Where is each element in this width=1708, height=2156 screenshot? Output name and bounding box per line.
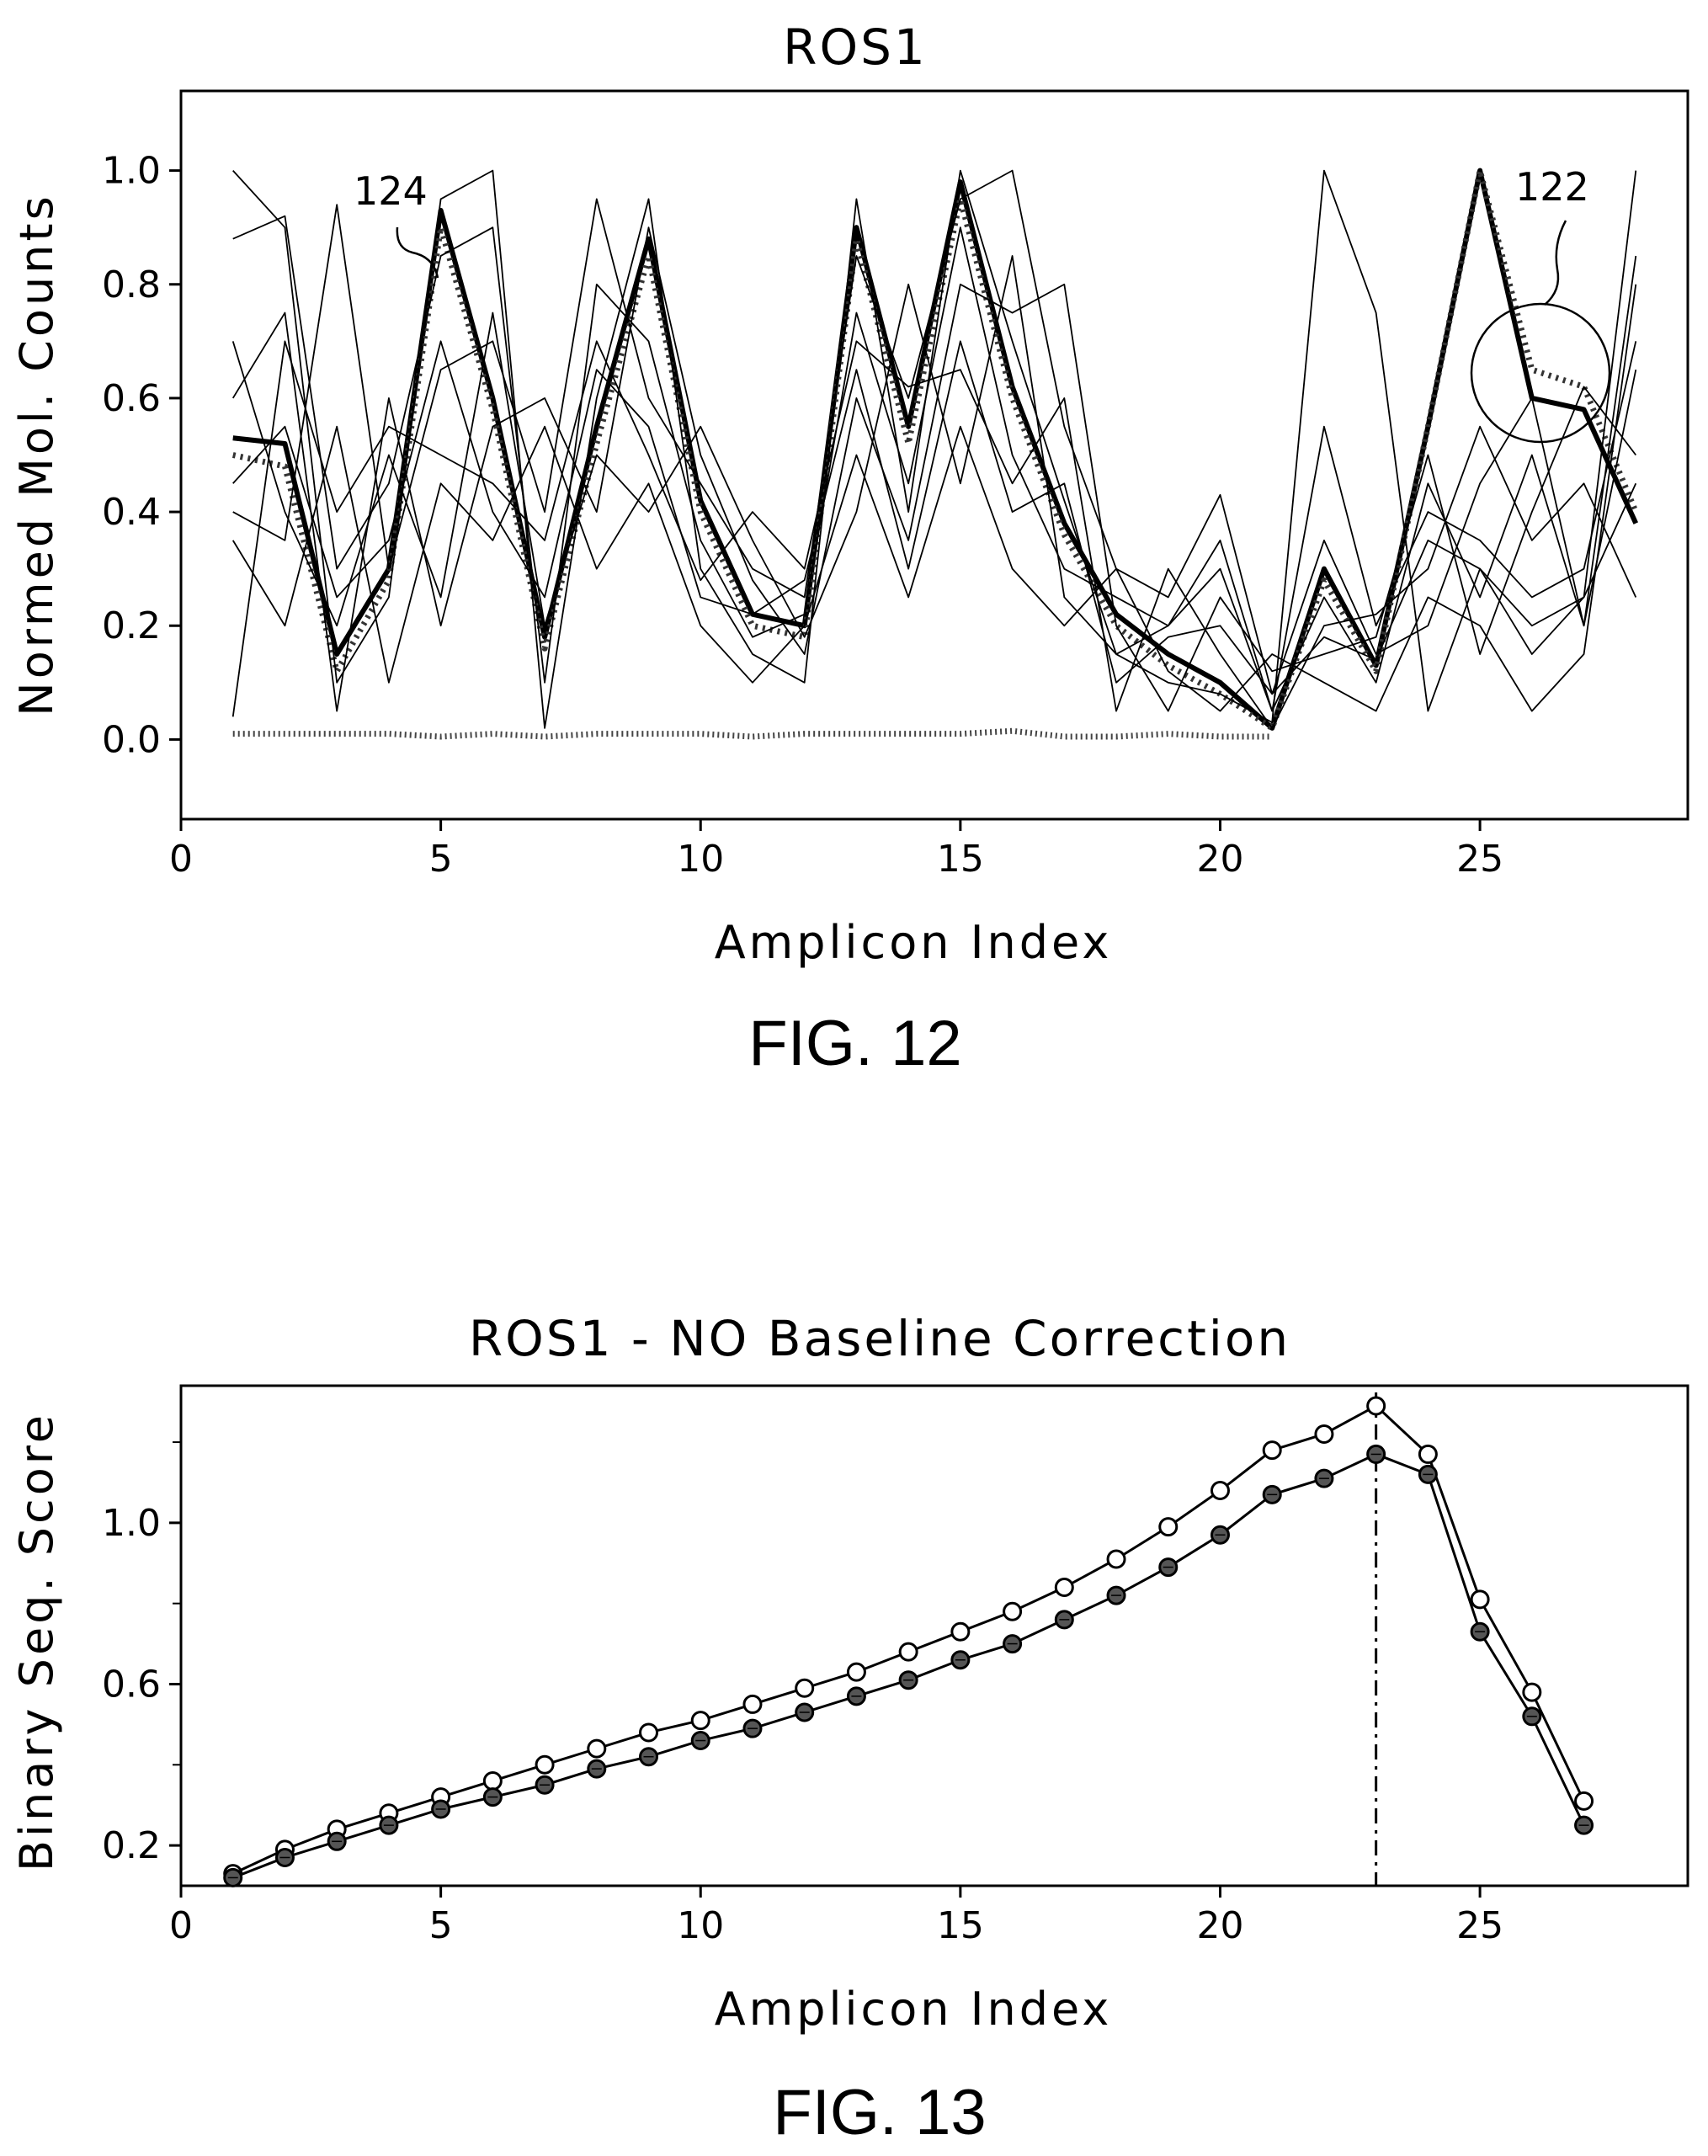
chart1-series-line-7 [231,226,1636,712]
y-tick-label: 1.0 [102,150,161,193]
chart1-series-line-9 [231,284,1637,712]
x-tick-label: 25 [1456,838,1503,881]
chart1-series-line-6 [232,169,1637,695]
chart2-point-open [1470,1589,1490,1610]
chart1-x-axis-label: Amplicon Index [715,916,1113,969]
chart2-x-axis: 0 5 10 15 20 25 [169,1886,1503,1947]
chart2-point-open [1003,1601,1023,1621]
chart1-series-line-2 [231,168,1639,732]
y-tick-label: 0.2 [102,604,161,647]
annotation-122: 122 [1515,164,1589,210]
chart1-series-line-5 [232,215,1637,712]
chart1-series-line-10 [231,255,1637,712]
chart2-point-open [742,1694,763,1714]
annotation-124-leader [396,226,439,279]
chart2-y-axis: 0.2 0.6 1.0 [102,1441,181,1867]
x-tick-label: 0 [169,1904,193,1947]
chart-fig13: ROS1 - NO Baseline Correction 0.20.61.0 … [10,1310,1689,2148]
fig12-caption: FIG. 12 [748,1008,961,1079]
chart2-point-open [1106,1549,1126,1569]
chart1-series-group [231,168,1639,740]
annotation-122-leader [1544,220,1567,306]
x-tick-label: 20 [1196,1904,1243,1947]
chart2-point-open [898,1642,918,1662]
chart2-point-open [1522,1682,1542,1702]
fig13-caption: FIG. 13 [773,2077,986,2148]
chart2-point-open [587,1738,607,1759]
chart1-y-axis: 0.0 0.2 0.4 0.6 0.8 1.0 [102,150,181,761]
chart1-series-line-4 [232,169,1637,729]
chart2-point-open [1574,1791,1594,1811]
y-tick-label: 0.4 [102,491,161,534]
chart1-title: ROS1 [783,19,928,76]
chart2-point-open [1314,1424,1334,1444]
chart2-point-open [846,1662,866,1682]
y-tick-label: 0.8 [102,264,161,306]
chart2-point-open [1210,1481,1230,1501]
chart2-point-open [690,1711,710,1731]
chart1-series-line-3 [232,727,1273,740]
chart2-point-open [535,1754,555,1775]
y-tick-label: 1.0 [102,1502,161,1545]
chart2-series-group [223,1392,1594,1887]
x-tick-label: 0 [169,838,193,881]
y-tick-label: 0.6 [102,1663,161,1706]
chart2-plot-frame [179,1384,1689,1887]
chart2-point-open [1366,1396,1386,1416]
y-tick-label: 0.6 [102,377,161,420]
x-tick-label: 5 [429,838,453,881]
chart2-x-axis-label: Amplicon Index [715,1983,1113,2036]
annotation-124: 124 [354,168,428,214]
chart2-y-axis-label: Binary Seq. Score [10,1412,63,1871]
chart2-point-open [639,1722,659,1743]
x-tick-label: 15 [937,1904,984,1947]
y-tick-label: 0.0 [102,718,161,761]
chart2-point-open [1262,1440,1282,1461]
chart2-point-open [1418,1444,1438,1464]
chart2-point-open [950,1621,971,1642]
chart2-point-open [795,1678,815,1698]
x-tick-label: 15 [937,838,984,881]
chart-fig12: ROS1 0.0 0.2 0.4 0.6 0.8 1.0 0 5 10 15 20 25 Ampli… [10,19,1689,1079]
chart1-plot-frame [179,89,1689,821]
x-tick-label: 25 [1456,1904,1503,1947]
chart2-point-open [1054,1578,1074,1598]
x-tick-label: 10 [677,1904,724,1947]
chart1-series-line-8 [231,340,1637,729]
chart1-series-line-11 [232,340,1637,695]
chart1-x-axis: 0 5 10 15 20 25 [169,819,1503,881]
chart1-y-axis-label: Normed Mol. Counts [10,193,63,716]
chart2-title: ROS1 - NO Baseline Correction [469,1310,1290,1367]
x-tick-label: 20 [1196,838,1243,881]
annotation-122-circle [1470,302,1611,444]
y-tick-label: 0.2 [102,1824,161,1867]
chart2-point-open [1158,1517,1179,1537]
x-tick-label: 10 [677,838,724,881]
x-tick-label: 5 [429,1904,453,1947]
chart2-point-open [482,1770,503,1791]
